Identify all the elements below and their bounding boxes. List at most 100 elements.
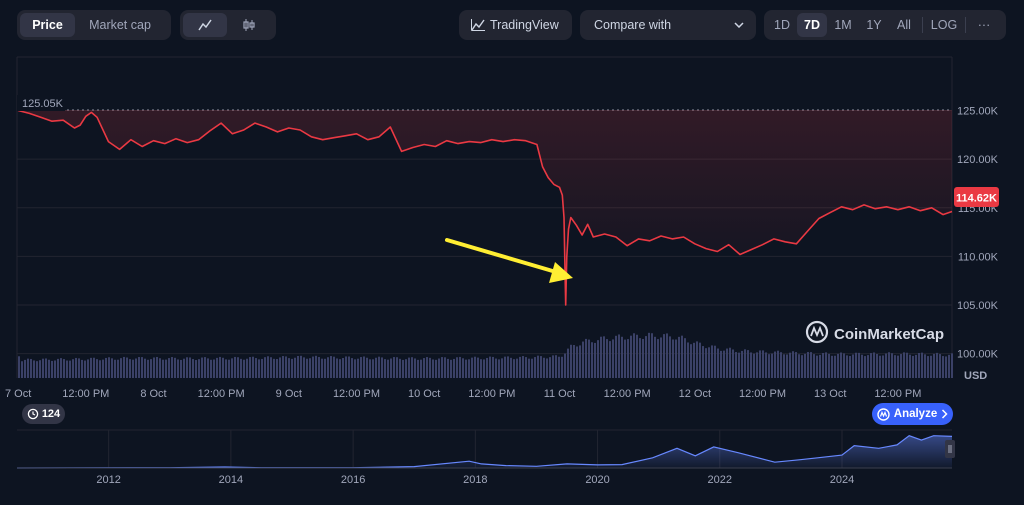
volume-bar bbox=[645, 336, 647, 378]
volume-bar bbox=[630, 335, 632, 378]
volume-bar bbox=[177, 359, 179, 378]
volume-bar bbox=[420, 359, 422, 378]
x-tick-label: 12:00 PM bbox=[333, 388, 380, 400]
volume-bar bbox=[762, 350, 764, 378]
volume-bar bbox=[768, 354, 770, 378]
volume-bar bbox=[765, 352, 767, 378]
volume-bar bbox=[663, 334, 665, 378]
volume-bar bbox=[516, 358, 518, 378]
volume-bar bbox=[711, 345, 713, 378]
volume-bar bbox=[267, 356, 269, 378]
volume-bar bbox=[120, 358, 122, 378]
volume-bar bbox=[234, 356, 236, 378]
volume-bar bbox=[144, 358, 146, 378]
overview-line bbox=[16, 435, 953, 469]
log-toggle[interactable]: LOG bbox=[930, 18, 958, 32]
x-tick-label: 11 Oct bbox=[544, 388, 576, 400]
x-tick-label: 12:00 PM bbox=[198, 388, 245, 400]
volume-bar bbox=[225, 359, 227, 378]
volume-bar bbox=[306, 358, 308, 378]
volume-bar bbox=[567, 348, 569, 378]
range-1d[interactable]: 1D bbox=[774, 18, 790, 32]
volume-bar bbox=[783, 354, 785, 378]
volume-bar bbox=[837, 353, 839, 378]
volume-bar bbox=[606, 339, 608, 378]
volume-bar bbox=[393, 357, 395, 378]
volume-bar bbox=[612, 339, 614, 378]
navigator-handle[interactable] bbox=[945, 440, 955, 458]
volume-bar bbox=[417, 359, 419, 378]
volume-bar bbox=[168, 358, 170, 378]
volume-bar bbox=[807, 352, 809, 378]
volume-bar bbox=[618, 334, 620, 378]
volume-bar bbox=[345, 356, 347, 378]
overview-navigator[interactable]: 2012 2014 2016 2018 2020 2022 2024 bbox=[16, 429, 953, 486]
analyze-button[interactable]: Analyze bbox=[872, 403, 953, 425]
volume-bar bbox=[528, 358, 530, 378]
volume-bar bbox=[810, 352, 812, 378]
overview-year-label: 2016 bbox=[341, 474, 365, 486]
volume-bar bbox=[207, 358, 209, 378]
history-badge[interactable]: 124 bbox=[22, 404, 65, 424]
range-all[interactable]: All bbox=[897, 18, 911, 32]
range-7d[interactable]: 7D bbox=[797, 13, 827, 37]
volume-bar bbox=[609, 341, 611, 378]
tradingview-button[interactable]: TradingView bbox=[459, 10, 572, 40]
volume-bar bbox=[840, 352, 842, 378]
tab-market-cap[interactable]: Market cap bbox=[89, 18, 151, 32]
volume-bar bbox=[495, 358, 497, 378]
volume-bar bbox=[453, 358, 455, 378]
x-tick-label: 12:00 PM bbox=[739, 388, 786, 400]
range-1y[interactable]: 1Y bbox=[866, 18, 882, 32]
current-price-badge: 114.62K bbox=[954, 187, 999, 207]
volume-bar bbox=[813, 354, 815, 378]
volume-bar bbox=[45, 358, 47, 378]
volume-bar bbox=[462, 358, 464, 378]
volume-bar bbox=[588, 339, 590, 378]
volume-bar bbox=[654, 336, 656, 378]
volume-bar bbox=[639, 338, 641, 378]
volume-bar bbox=[621, 336, 623, 378]
volume-bar bbox=[285, 356, 287, 378]
volume-bar bbox=[222, 357, 224, 378]
volume-bar bbox=[381, 357, 383, 378]
volume-bar bbox=[759, 350, 761, 378]
range-1m[interactable]: 1M bbox=[834, 18, 852, 32]
more-options-icon[interactable]: ··· bbox=[977, 18, 991, 32]
volume-bar bbox=[54, 360, 56, 378]
volume-bar bbox=[423, 358, 425, 378]
volume-bar bbox=[408, 357, 410, 378]
y-axis: 125.00K120.00K115.00K110.00K105.00K100.0… bbox=[957, 106, 999, 361]
volume-bar bbox=[633, 333, 635, 378]
tab-price[interactable]: Price bbox=[20, 13, 75, 37]
volume-bar bbox=[24, 359, 26, 378]
volume-bar bbox=[699, 342, 701, 378]
volume-bar bbox=[435, 359, 437, 378]
volume-bar bbox=[579, 345, 581, 378]
volume-bar bbox=[897, 355, 899, 378]
volume-bar bbox=[126, 357, 128, 378]
candlestick-icon[interactable] bbox=[227, 13, 271, 37]
line-chart-icon[interactable] bbox=[183, 13, 227, 37]
range-selector: 1D 7D 1M 1Y All LOG ··· bbox=[764, 10, 1006, 40]
volume-bar bbox=[129, 359, 131, 378]
volume-bar bbox=[867, 355, 869, 378]
compare-with-dropdown[interactable]: Compare with bbox=[580, 10, 756, 40]
volume-bar bbox=[522, 356, 524, 378]
volume-bar bbox=[546, 358, 548, 378]
volume-bar bbox=[903, 352, 905, 378]
volume-bar bbox=[873, 352, 875, 378]
x-tick-label: 12:00 PM bbox=[604, 388, 651, 400]
volume-bar bbox=[594, 342, 596, 378]
volume-bar bbox=[948, 354, 950, 378]
volume-bar bbox=[366, 357, 368, 378]
volume-bar bbox=[852, 354, 854, 378]
volume-bar bbox=[288, 358, 290, 378]
volume-bar bbox=[597, 340, 599, 378]
volume-bar bbox=[369, 359, 371, 378]
volume-bar bbox=[696, 341, 698, 378]
analyze-label: Analyze bbox=[893, 408, 938, 420]
volume-bar bbox=[108, 357, 110, 378]
volume-bar bbox=[825, 352, 827, 378]
